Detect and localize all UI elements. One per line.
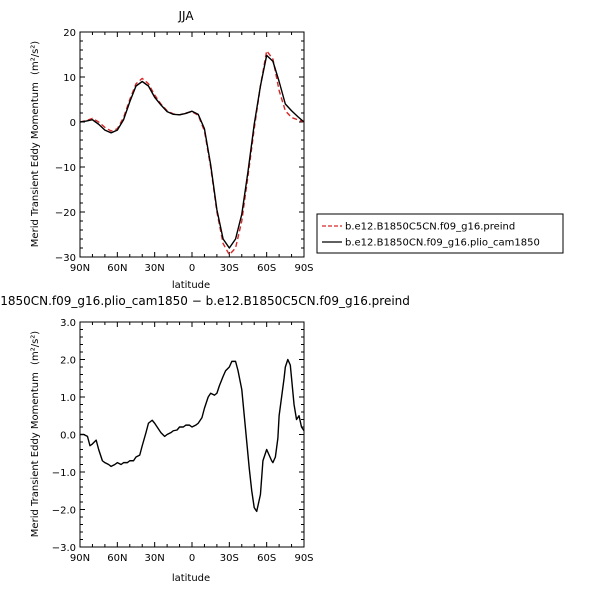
x-tick-label-top: 90N xyxy=(70,263,90,274)
y-axis-label-bottom: Merid Transient Eddy Momentum (m²/s²) xyxy=(30,331,41,538)
legend-label-plio: b.e12.B1850CN.f09_g16.plio_cam1850 xyxy=(345,238,540,249)
y-tick-label-bottom: 1.0 xyxy=(60,393,76,404)
x-tick-label-top: 60N xyxy=(107,263,127,274)
ticks-bottom: 90N 60N 30N 0 30S 60S 90S −3.0 −2.0 −1.0 0.0 1.0 2.0… xyxy=(52,318,314,564)
y-tick-label-bottom: −3.0 xyxy=(52,543,76,554)
y-tick-label-top: −10 xyxy=(55,163,76,174)
legend: b.e12.B1850C5CN.f09_g16.preind b.e12.B18… xyxy=(316,213,564,254)
legend-label-preind: b.e12.B1850C5CN.f09_g16.preind xyxy=(345,222,515,233)
y-axis-label-text-top: Merid Transient Eddy Momentum xyxy=(30,82,41,247)
y-tick-label-top: 20 xyxy=(63,28,76,39)
plot-frame-top xyxy=(79,31,305,258)
x-tick-label-bottom: 90S xyxy=(294,553,313,564)
x-tick-label-top: 0 xyxy=(189,263,195,274)
x-tick-label-top: 60S xyxy=(257,263,276,274)
y-tick-label-top: −20 xyxy=(55,208,76,219)
series-line-bottom-0 xyxy=(80,358,305,513)
x-tick-label-top: 90S xyxy=(294,263,313,274)
x-tick-label-bottom: 60S xyxy=(257,553,276,564)
x-tick-label-bottom: 0 xyxy=(189,553,195,564)
y-axis-label-unit-top: (m²/s²) xyxy=(30,41,41,75)
plot-frame-bottom xyxy=(79,321,305,548)
panel-bottom: b.e12.B1850CN.f09_g16.plio_cam1850 − b.e… xyxy=(0,294,410,584)
series-top xyxy=(79,50,305,256)
x-tick-label-bottom: 30N xyxy=(145,553,165,564)
y-tick-label-top: 10 xyxy=(63,73,76,84)
x-axis-label-top: latitude xyxy=(172,280,210,291)
panel-top: JJA 90N 60N 30N 0 30S 60S 90S −30 −20 −10 0 10 20 la… xyxy=(30,9,564,291)
y-axis-label-top: Merid Transient Eddy Momentum (m²/s²) xyxy=(30,41,41,248)
x-tick-label-bottom: 30S xyxy=(220,553,239,564)
x-tick-label-top: 30N xyxy=(145,263,165,274)
y-axis-label-unit-bottom: (m²/s²) xyxy=(30,331,41,365)
ticks-top: 90N 60N 30N 0 30S 60S 90S −30 −20 −10 0 10 20 xyxy=(55,28,314,274)
series-line-top-0 xyxy=(79,50,305,256)
legend-box xyxy=(316,213,564,254)
series-bottom xyxy=(80,358,305,513)
x-axis-label-bottom: latitude xyxy=(172,573,210,584)
x-tick-label-top: 30S xyxy=(220,263,239,274)
y-tick-label-top: 0 xyxy=(70,118,76,129)
y-tick-label-bottom: −2.0 xyxy=(52,506,76,517)
y-tick-label-bottom: 3.0 xyxy=(60,318,76,329)
y-axis-label-text-bottom: Merid Transient Eddy Momentum xyxy=(30,372,41,537)
y-tick-label-bottom: −1.0 xyxy=(52,468,76,479)
x-tick-label-bottom: 60N xyxy=(107,553,127,564)
y-tick-label-bottom: 2.0 xyxy=(60,356,76,367)
x-tick-label-bottom: 90N xyxy=(70,553,90,564)
y-tick-label-bottom: 0.0 xyxy=(60,431,76,442)
y-tick-label-top: −30 xyxy=(55,253,76,264)
series-line-top-1 xyxy=(79,54,305,249)
chart-title-top: JJA xyxy=(177,9,194,23)
chart-title-bottom: b.e12.B1850CN.f09_g16.plio_cam1850 − b.e… xyxy=(0,294,410,308)
